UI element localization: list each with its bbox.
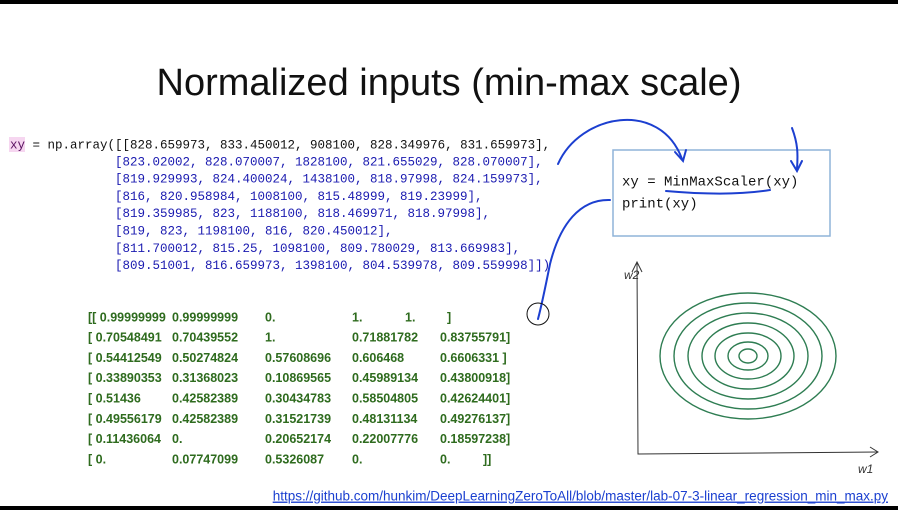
axis-label: w2	[624, 268, 640, 282]
output-cell: [ 0.54412549	[88, 351, 162, 365]
output-cell: 0.606468	[352, 351, 404, 365]
box-line: xy = MinMaxScaler(xy)	[622, 175, 798, 191]
output-cell: 0.30434783	[265, 391, 331, 405]
output-cell: 1.	[405, 310, 415, 324]
output-cell: [[ 0.99999999	[88, 310, 166, 324]
output-cell: 0.18597238]	[440, 432, 510, 446]
code-line: [816, 820.958984, 1008100, 815.48999, 81…	[115, 190, 483, 204]
source-link[interactable]: https://github.com/hunkim/DeepLearningZe…	[273, 489, 889, 504]
code-var: xy	[10, 138, 26, 152]
output-cell: 0.42582389	[172, 412, 238, 426]
code-line: [823.02002, 828.070007, 1828100, 821.655…	[115, 155, 543, 169]
output-cell: 0.71881782	[352, 331, 418, 345]
contours	[659, 292, 837, 420]
code-line: [819, 823, 1198100, 816, 820.450012],	[115, 224, 393, 238]
output-cell: 0.20652174	[265, 432, 331, 446]
output-cell: 0.48131134	[352, 412, 417, 426]
output-cell: 0.31368023	[172, 371, 238, 385]
output-cell: 0.45989134	[352, 371, 418, 385]
output-cell: 1.	[265, 331, 275, 345]
code-line: [809.51001, 816.659973, 1398100, 804.539…	[115, 259, 550, 273]
output-cell: ]	[447, 310, 451, 324]
output-cell: [ 0.51436	[88, 391, 141, 405]
output-cell: 0.6606331 ]	[440, 351, 507, 365]
arrow-head	[674, 149, 687, 164]
output-cell: 0.	[265, 310, 275, 324]
output-cell: [ 0.33890353	[88, 371, 162, 385]
code-line: [811.700012, 815.25, 1098100, 809.780029…	[115, 242, 520, 256]
slide: Normalized inputs (min-max scale) xy = n…	[0, 4, 898, 506]
circle	[526, 302, 550, 326]
output-cell: 0.10869565	[265, 371, 331, 385]
output-cell: ]]	[483, 452, 491, 466]
output-cell: 0.42582389	[172, 391, 238, 405]
arrow	[537, 198, 611, 320]
output-cell: 0.49276137]	[440, 412, 510, 426]
output-cell: 0.57608696	[265, 351, 331, 365]
output-cell: 0.50274824	[172, 351, 238, 365]
sketch-axes	[631, 260, 879, 458]
output-cell: 0.43800918]	[440, 371, 510, 385]
output-cell: 0.99999999	[172, 310, 238, 324]
output-cell: 0.5326087	[265, 452, 324, 466]
arrow	[557, 118, 683, 165]
output-cell: 0.	[440, 452, 450, 466]
output-cell: 0.	[352, 452, 362, 466]
output-cell: 0.22007776	[352, 432, 418, 446]
axis-label: w1	[858, 462, 873, 476]
output-cell: [ 0.11436064	[88, 432, 161, 446]
code-line: [819.359985, 823, 1188100, 818.469971, 8…	[115, 207, 490, 221]
output-cell: 0.83755791]	[440, 331, 510, 345]
code-line: = np.array([[828.659973, 833.450012, 908…	[25, 138, 550, 152]
box-line: print(xy)	[622, 197, 698, 213]
arrow	[791, 127, 799, 170]
output-cell: 0.42624401]	[440, 391, 510, 405]
underline	[665, 189, 771, 195]
output-cell: 0.07747099	[172, 452, 238, 466]
annotations	[526, 118, 803, 326]
output-cell: 0.70439552	[172, 331, 238, 345]
output-cell: 1.	[352, 310, 362, 324]
slide-title: Normalized inputs (min-max scale)	[157, 62, 742, 104]
code-line: [819.929993, 824.400024, 1438100, 818.97…	[115, 173, 543, 187]
output-cell: [ 0.70548491	[88, 331, 162, 345]
output-cell: 0.58504805	[352, 391, 418, 405]
output-cell: 0.31521739	[265, 412, 331, 426]
output-cell: [ 0.49556179	[88, 412, 162, 426]
output-cell: 0.	[172, 432, 182, 446]
output-cell: [ 0.	[88, 452, 106, 466]
highlight	[9, 137, 25, 152]
arrow-head	[790, 160, 803, 174]
